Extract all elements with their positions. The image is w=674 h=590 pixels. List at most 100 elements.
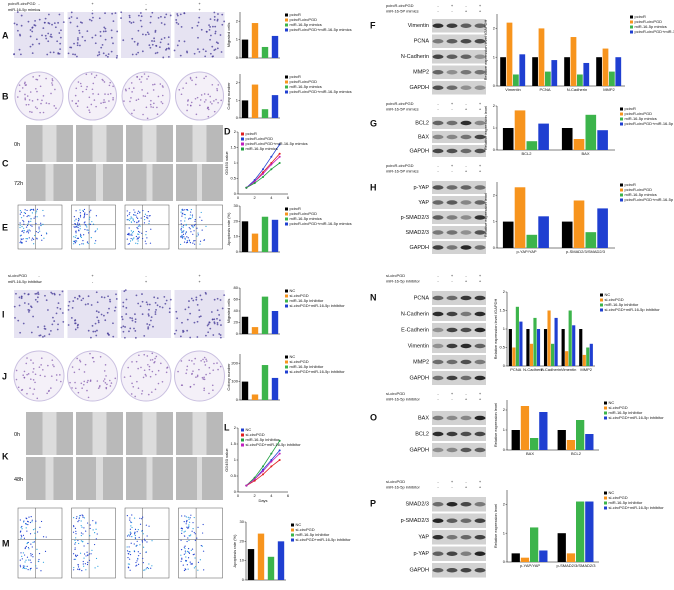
event xyxy=(38,552,41,555)
bar xyxy=(261,46,269,58)
cell xyxy=(110,29,113,32)
event xyxy=(79,514,81,517)
cell xyxy=(169,14,172,17)
cell xyxy=(38,42,41,45)
colony xyxy=(84,363,87,366)
treatment-sign: - xyxy=(145,273,147,278)
event xyxy=(184,220,186,222)
event xyxy=(192,527,194,530)
event xyxy=(81,514,83,516)
treatment-sign: - xyxy=(451,107,453,112)
legend-swatch xyxy=(291,528,294,532)
event xyxy=(189,214,191,216)
colony xyxy=(199,99,202,101)
panel-letter: M xyxy=(2,538,10,548)
event xyxy=(187,557,190,559)
colony xyxy=(92,356,94,359)
event xyxy=(130,216,132,218)
cell xyxy=(36,300,39,303)
cell xyxy=(197,21,200,24)
cell xyxy=(112,335,115,338)
treatment-sign: - xyxy=(451,397,453,402)
cell xyxy=(186,329,189,332)
event xyxy=(146,217,148,219)
cell xyxy=(100,313,103,316)
cell xyxy=(78,294,81,297)
colony xyxy=(26,373,28,376)
colony xyxy=(39,85,42,88)
event xyxy=(137,210,140,212)
event xyxy=(73,236,75,238)
y-tick-label: 1.5 xyxy=(499,308,505,313)
event xyxy=(27,523,29,526)
row-label: 0h xyxy=(14,432,20,438)
colony xyxy=(146,92,149,94)
treatment-label: pcircR-circPGD xyxy=(386,3,414,8)
event xyxy=(140,217,142,219)
event xyxy=(138,220,140,222)
cell xyxy=(208,321,211,324)
cell xyxy=(134,336,137,339)
cell xyxy=(128,330,130,333)
bar xyxy=(573,200,585,248)
band xyxy=(446,518,458,523)
cell xyxy=(137,302,140,305)
micrograph xyxy=(124,204,170,250)
y-tick-label: 30 xyxy=(240,519,245,524)
colony xyxy=(94,76,96,79)
treatment-sign: - xyxy=(465,479,467,484)
event xyxy=(142,516,144,518)
band xyxy=(446,415,458,421)
wound-gap xyxy=(192,125,207,162)
legend-label: miR-16-5p inhibitor xyxy=(290,364,324,369)
colony xyxy=(194,97,197,100)
event xyxy=(197,561,200,563)
panel-letter: D xyxy=(224,126,231,136)
event xyxy=(133,550,135,552)
colony xyxy=(220,99,222,102)
bar xyxy=(564,57,570,86)
micrograph xyxy=(76,125,123,162)
wound-gap xyxy=(192,412,207,455)
event xyxy=(143,215,146,218)
band xyxy=(460,415,472,421)
event xyxy=(27,223,29,225)
band xyxy=(474,23,486,28)
event xyxy=(184,545,186,547)
y-tick-label: 0 xyxy=(503,447,506,452)
treatment-sign: + xyxy=(465,397,468,402)
legend-swatch xyxy=(285,80,288,84)
colony xyxy=(34,106,37,108)
cell xyxy=(96,316,99,319)
blot-strip xyxy=(432,323,486,337)
event xyxy=(28,516,30,518)
event xyxy=(31,237,34,239)
y-tick-label: 2 xyxy=(503,289,506,294)
cell xyxy=(147,33,150,36)
colony xyxy=(143,353,146,356)
event xyxy=(90,237,92,239)
micrograph xyxy=(17,507,63,579)
cell xyxy=(70,317,73,319)
treatment-label: pcircR-circPGD xyxy=(386,163,414,168)
cell xyxy=(71,306,74,309)
event xyxy=(77,220,80,222)
colony xyxy=(45,102,48,104)
cell xyxy=(210,311,213,313)
event xyxy=(26,565,28,567)
cell xyxy=(215,41,218,44)
cell xyxy=(20,295,23,298)
cell xyxy=(18,48,21,51)
colony xyxy=(71,366,74,368)
treatment-sign: + xyxy=(479,479,482,484)
cell xyxy=(153,37,155,40)
event xyxy=(27,230,29,233)
event xyxy=(33,217,35,219)
event xyxy=(205,225,207,227)
cell xyxy=(98,53,101,56)
event xyxy=(84,563,86,565)
flow-plot xyxy=(124,204,170,250)
event xyxy=(181,515,183,517)
band xyxy=(460,518,472,523)
cell xyxy=(61,290,64,293)
